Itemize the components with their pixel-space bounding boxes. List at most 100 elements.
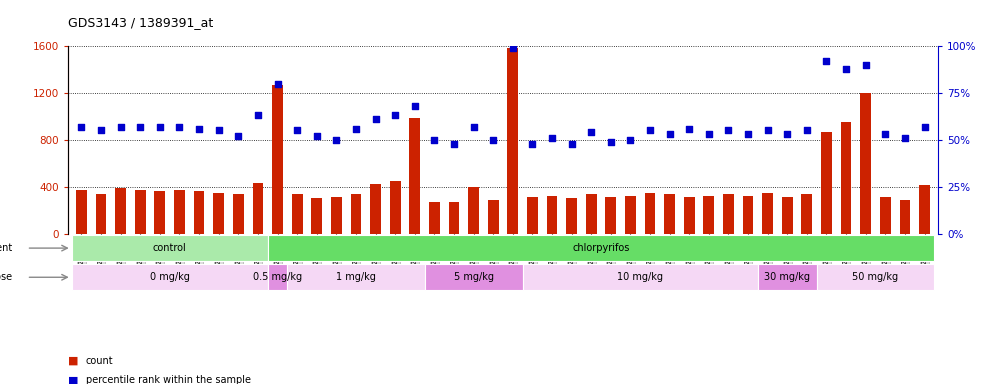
Text: 10 mg/kg: 10 mg/kg [618, 272, 663, 282]
Bar [272, 85, 283, 233]
Bar [174, 190, 185, 233]
Point [132, 124, 148, 130]
Bar [96, 194, 107, 233]
Bar [782, 197, 793, 233]
Bar [762, 192, 773, 233]
Point [760, 127, 776, 134]
Point [406, 103, 422, 109]
Point [348, 126, 364, 132]
Point [544, 135, 560, 141]
Text: chlorpyrifos: chlorpyrifos [573, 243, 629, 253]
Bar [253, 183, 263, 233]
Bar [743, 196, 753, 233]
Bar [523, 264, 758, 290]
Point [720, 127, 736, 134]
Bar [287, 264, 424, 290]
Bar [72, 264, 268, 290]
Text: ■: ■ [68, 375, 79, 384]
Point [779, 131, 795, 137]
Bar [586, 194, 597, 233]
Text: control: control [152, 243, 186, 253]
Bar [351, 194, 362, 233]
Bar [684, 197, 694, 233]
Bar [134, 190, 145, 233]
Point [603, 139, 619, 145]
Bar [193, 191, 204, 233]
Point [661, 131, 677, 137]
Point [446, 141, 462, 147]
Point [642, 127, 658, 134]
Bar [429, 202, 440, 233]
Bar [899, 200, 910, 233]
Bar [919, 185, 930, 233]
Point [191, 126, 207, 132]
Bar [213, 192, 224, 233]
Text: percentile rank within the sample: percentile rank within the sample [86, 375, 251, 384]
Text: 0 mg/kg: 0 mg/kg [149, 272, 189, 282]
Text: ■: ■ [68, 356, 79, 366]
Bar [424, 264, 523, 290]
Bar [268, 235, 934, 261]
Point [250, 113, 266, 119]
Bar [312, 199, 322, 233]
Point [505, 45, 521, 51]
Bar [644, 192, 655, 233]
Point [838, 66, 854, 72]
Bar [802, 194, 813, 233]
Point [113, 124, 128, 130]
Point [289, 127, 305, 134]
Point [309, 133, 325, 139]
Bar [566, 199, 577, 233]
Text: agent: agent [0, 243, 13, 253]
Point [485, 137, 501, 143]
Bar [409, 118, 420, 233]
Point [230, 133, 246, 139]
Point [525, 141, 541, 147]
Bar [664, 194, 675, 233]
Bar [116, 188, 126, 233]
Text: dose: dose [0, 272, 13, 282]
Point [877, 131, 893, 137]
Text: 5 mg/kg: 5 mg/kg [453, 272, 494, 282]
Point [74, 124, 90, 130]
Text: 0.5 mg/kg: 0.5 mg/kg [253, 272, 302, 282]
Text: count: count [86, 356, 114, 366]
Bar [758, 264, 817, 290]
Bar [841, 122, 852, 233]
Text: 1 mg/kg: 1 mg/kg [336, 272, 375, 282]
Bar [233, 194, 244, 233]
Bar [72, 235, 268, 261]
Point [701, 131, 717, 137]
Bar [547, 196, 558, 233]
Point [584, 129, 600, 136]
Bar [879, 197, 890, 233]
Point [426, 137, 442, 143]
Point [387, 113, 403, 119]
Bar [723, 194, 734, 233]
Bar [268, 264, 287, 290]
Point [916, 124, 932, 130]
Point [799, 127, 815, 134]
Point [211, 127, 227, 134]
Bar [389, 181, 400, 233]
Bar [703, 196, 714, 233]
Bar [154, 191, 165, 233]
Text: 50 mg/kg: 50 mg/kg [853, 272, 898, 282]
Bar [817, 264, 934, 290]
Bar [507, 48, 518, 233]
Bar [606, 197, 617, 233]
Text: GDS3143 / 1389391_at: GDS3143 / 1389391_at [68, 16, 213, 29]
Bar [468, 187, 479, 233]
Bar [371, 184, 380, 233]
Point [740, 131, 756, 137]
Bar [292, 194, 303, 233]
Bar [861, 93, 872, 233]
Point [152, 124, 168, 130]
Bar [331, 197, 342, 233]
Bar [625, 196, 635, 233]
Text: 30 mg/kg: 30 mg/kg [764, 272, 811, 282]
Point [93, 127, 109, 134]
Point [465, 124, 481, 130]
Bar [488, 200, 499, 233]
Point [897, 135, 913, 141]
